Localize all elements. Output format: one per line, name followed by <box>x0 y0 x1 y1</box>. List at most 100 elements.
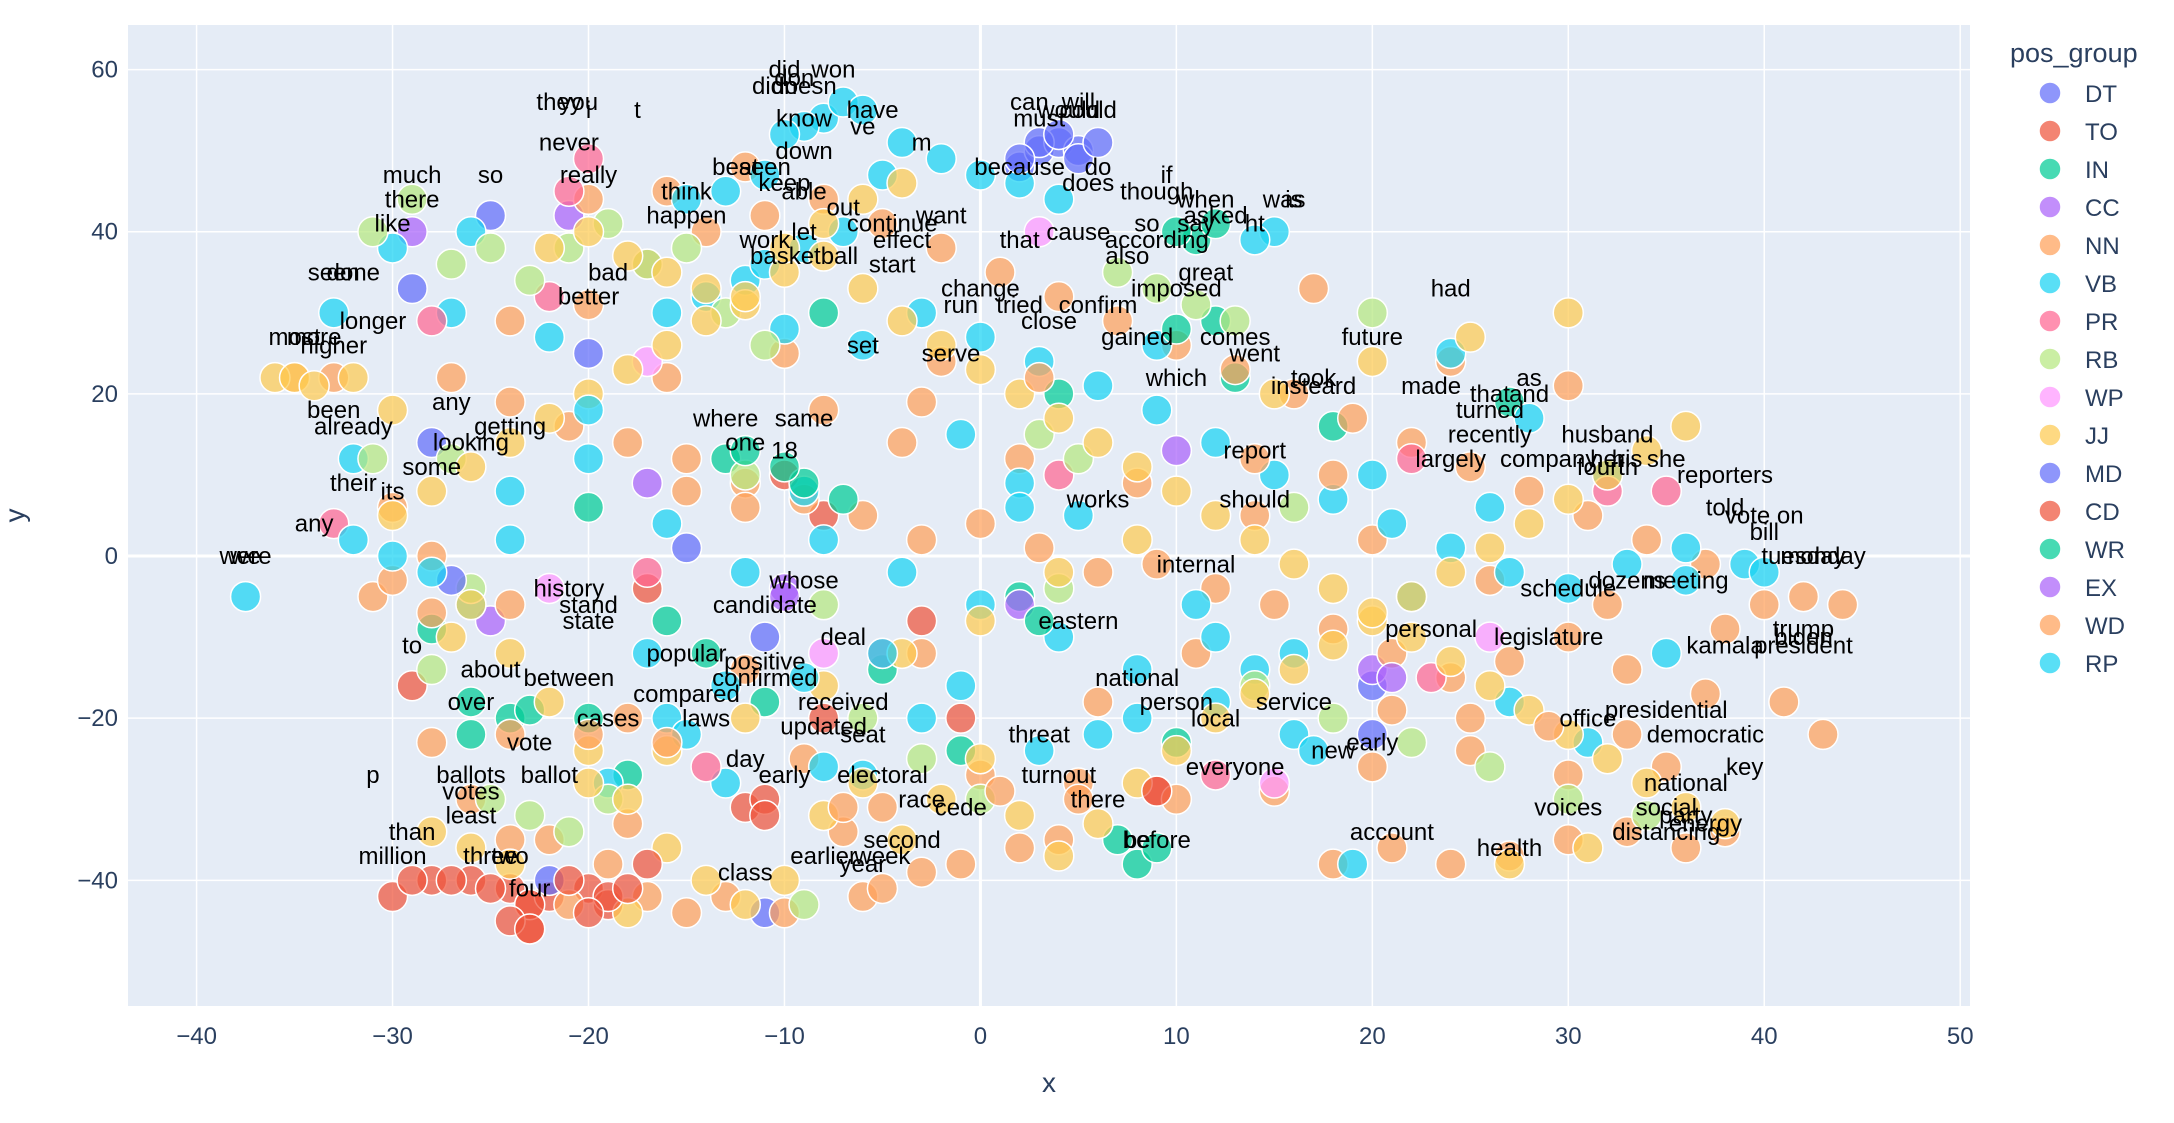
point-jj <box>455 588 487 621</box>
point-vb <box>318 297 350 329</box>
word-label: before <box>1123 827 1191 854</box>
word-label: when <box>1176 186 1234 213</box>
point-jj <box>1552 483 1585 516</box>
point-nn <box>572 288 605 321</box>
point-wd <box>1611 718 1643 751</box>
legend-item-dt[interactable]: DT <box>2038 81 2117 108</box>
legend: pos_group DT TO IN CC NN VB PR RB WP JJ MD CD WR EX WD… <box>2010 38 2138 678</box>
legend-label: CD <box>2085 499 2120 526</box>
legend-item-wd[interactable]: WD <box>2038 613 2125 640</box>
point-vb <box>1376 507 1408 540</box>
point-vb <box>1356 459 1389 491</box>
legend-item-cd[interactable]: CD <box>2038 499 2120 526</box>
legend-item-md[interactable]: MD <box>2038 461 2122 488</box>
point-rb <box>415 653 448 686</box>
point-jj <box>1630 434 1663 467</box>
point-nn <box>905 856 938 888</box>
point-vb <box>1474 491 1506 524</box>
point-jj <box>1513 507 1545 540</box>
legend-marker <box>2038 119 2062 143</box>
data-points <box>229 86 1859 945</box>
word-label: must <box>1013 105 1065 132</box>
legend-item-wp[interactable]: WP <box>2038 385 2124 412</box>
point-wd <box>1454 702 1487 734</box>
legend-item-rb[interactable]: RB <box>2038 347 2118 374</box>
legend-item-to[interactable]: TO <box>2038 119 2118 146</box>
point-wd <box>1317 459 1349 491</box>
point-nn <box>1826 588 1859 621</box>
point-nn <box>749 199 781 232</box>
point-in <box>1141 832 1173 864</box>
point-in <box>455 718 487 751</box>
word-label: there <box>1071 786 1126 813</box>
word-label: their <box>330 470 377 497</box>
legend-item-jj[interactable]: JJ <box>2038 423 2109 450</box>
word-label: took <box>1291 365 1337 392</box>
legend-marker <box>2038 157 2062 181</box>
word-label: presidential <box>1605 697 1728 724</box>
word-label: gained <box>1101 324 1173 351</box>
point-rp <box>1003 491 1036 524</box>
point-jj <box>1278 653 1310 686</box>
word-label: its <box>381 478 405 505</box>
point-vb <box>1199 426 1232 459</box>
point-nn <box>1023 532 1055 564</box>
point-vb <box>729 556 762 589</box>
legend-marker <box>2038 575 2062 599</box>
point-nn <box>866 207 899 240</box>
point-rp <box>709 670 742 702</box>
point-rb <box>474 232 507 264</box>
word-label: energy <box>1669 811 1742 838</box>
point-wd <box>494 718 526 751</box>
word-label: according <box>1105 227 1209 254</box>
legend-item-cc[interactable]: CC <box>2038 195 2120 222</box>
x-tick-label: 0 <box>974 1023 987 1050</box>
point-jj <box>1317 629 1349 661</box>
word-label: key <box>1726 754 1763 781</box>
legend-item-wr[interactable]: WR <box>2038 537 2125 564</box>
legend-label: EX <box>2085 575 2117 602</box>
word-label: local <box>1191 705 1240 732</box>
point-jj <box>1199 702 1232 734</box>
word-label: told <box>1706 495 1745 522</box>
word-label: confirm <box>1059 292 1138 319</box>
word-label: whose <box>768 567 838 594</box>
point-jj <box>964 353 997 386</box>
point-cd <box>572 897 605 929</box>
point-jj <box>1395 580 1428 613</box>
point-vb <box>1239 224 1271 256</box>
word-label: can <box>1010 89 1049 116</box>
legend-item-in[interactable]: IN <box>2038 157 2109 184</box>
word-label: compared <box>633 681 740 708</box>
word-label: one <box>725 430 765 457</box>
point-jj <box>1670 791 1702 824</box>
legend-item-ex[interactable]: EX <box>2038 575 2117 602</box>
word-label: p <box>366 762 379 789</box>
word-label: that <box>1470 381 1510 408</box>
point-vb <box>572 442 605 475</box>
point-jj <box>1278 548 1310 580</box>
legend-item-pr[interactable]: PR <box>2038 309 2118 336</box>
word-label: internal <box>1157 551 1236 578</box>
word-label: t <box>634 97 641 124</box>
legend-item-nn[interactable]: NN <box>2038 233 2120 260</box>
word-label: than <box>389 819 436 846</box>
point-nn <box>1454 451 1487 483</box>
point-jj <box>376 394 409 426</box>
point-jj <box>886 167 918 199</box>
legend-item-vb[interactable]: VB <box>2038 271 2117 298</box>
word-label: eastern <box>1038 608 1118 635</box>
point-nn <box>494 588 526 621</box>
point-jj <box>1434 556 1467 589</box>
word-label: vote <box>507 730 552 757</box>
point-rb <box>1141 272 1173 305</box>
word-label: as <box>1516 365 1541 392</box>
point-wd <box>651 726 683 759</box>
point-rb <box>1474 751 1506 783</box>
word-label: know <box>776 105 833 132</box>
word-label: able <box>781 178 826 205</box>
legend-item-rp[interactable]: RP <box>2038 651 2118 678</box>
word-label: say <box>1177 211 1214 238</box>
